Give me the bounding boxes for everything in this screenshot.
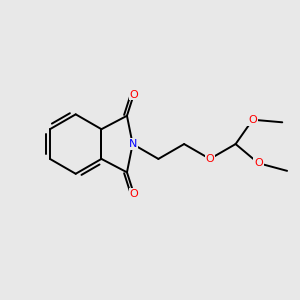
Text: O: O <box>129 90 138 100</box>
Text: O: O <box>206 154 214 164</box>
Text: N: N <box>128 139 137 149</box>
Text: O: O <box>248 115 257 125</box>
Text: O: O <box>254 158 263 168</box>
Text: O: O <box>129 188 138 199</box>
